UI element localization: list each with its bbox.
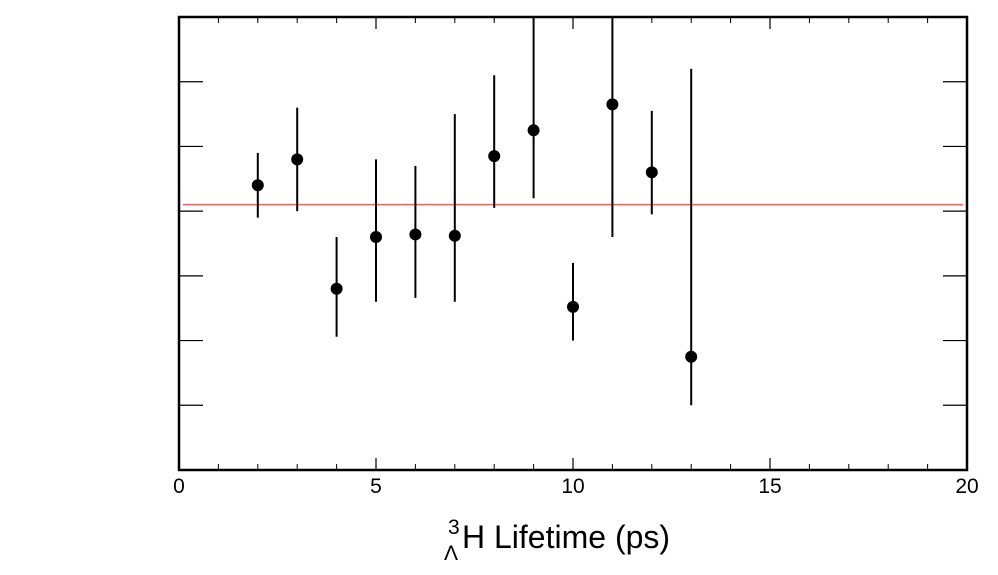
x-axis-title: 3 Λ H Lifetime (ps) (444, 505, 670, 567)
data-point-group (685, 68, 698, 406)
x-axis-title-superscript: 3 (448, 516, 460, 539)
x-tick-label: 20 (955, 475, 978, 498)
data-point-group (567, 262, 579, 341)
x-tick-label: 15 (758, 475, 781, 498)
data-point (330, 282, 343, 295)
x-tick-labels: 0 5 10 15 20 (173, 475, 979, 498)
x-tick-label: 0 (173, 475, 185, 498)
data-point (645, 166, 658, 179)
x-axis-title-subscript: Λ (444, 542, 458, 565)
data-point-group (488, 75, 501, 208)
data-point-group (409, 165, 422, 298)
axis-ticks (178, 17, 968, 470)
data-point (291, 153, 304, 166)
x-tick-label: 5 (370, 475, 382, 498)
data-point (527, 124, 540, 137)
data-point (685, 350, 698, 363)
x-axis-title-main: H Lifetime (ps) (462, 519, 670, 555)
data-point (448, 229, 461, 242)
data-point-group (291, 107, 304, 212)
data-point-group (330, 237, 343, 337)
data-point (606, 98, 619, 111)
data-point (251, 179, 264, 192)
data-point (370, 231, 382, 244)
data-point-group (370, 159, 382, 302)
data-point (488, 150, 501, 163)
data-point (409, 228, 422, 241)
data-points (251, 17, 698, 406)
data-point-group (645, 110, 658, 215)
data-point (567, 300, 579, 313)
data-point-group (448, 114, 461, 302)
plot-frame (177, 15, 969, 472)
data-point-group (527, 17, 540, 199)
x-tick-label: 10 (561, 475, 584, 498)
data-point-group (251, 152, 264, 218)
data-point-group (606, 17, 619, 238)
